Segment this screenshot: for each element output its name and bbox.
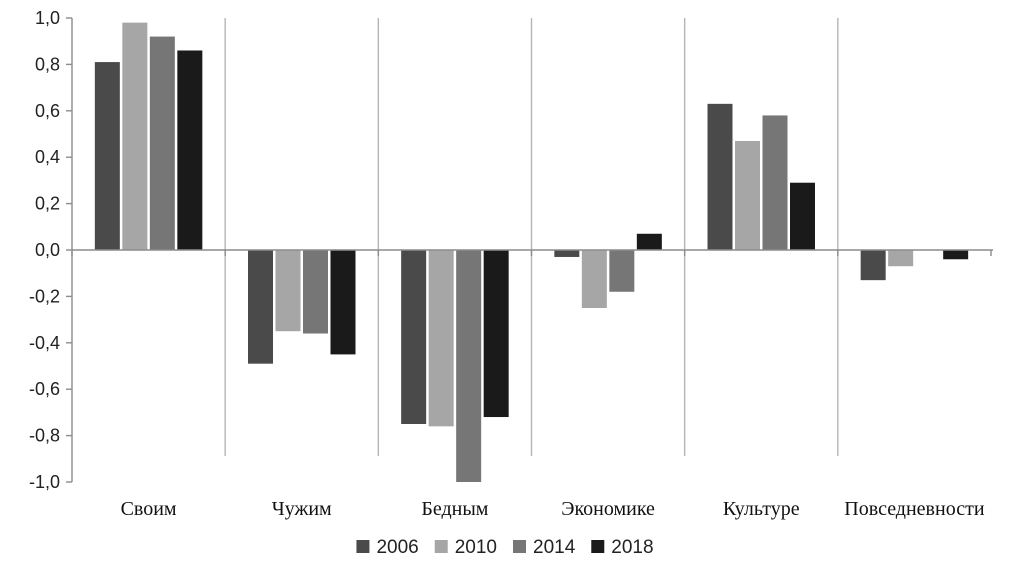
y-tick-label: -1,0: [29, 472, 60, 492]
bar-2010: [581, 250, 607, 308]
legend-label: 2014: [533, 537, 576, 558]
category-label: Экономике: [561, 498, 655, 520]
bar-2010: [888, 250, 914, 267]
bar-2010: [428, 250, 454, 427]
y-tick-label: 0,8: [35, 54, 60, 74]
y-tick-label: -0,8: [29, 426, 60, 446]
bar-2006: [94, 62, 120, 250]
legend-label: 2006: [376, 537, 418, 558]
y-tick-label: -0,2: [29, 286, 60, 306]
bar-2018: [636, 233, 662, 250]
bar-2018: [177, 50, 203, 251]
bar-2014: [762, 115, 788, 250]
bar-2010: [275, 250, 301, 332]
bar-2018: [943, 250, 969, 260]
bar-2014: [149, 36, 175, 251]
bar-2018: [330, 250, 356, 355]
y-tick-label: 0,0: [35, 240, 60, 260]
axes: [66, 17, 993, 483]
category-label: Повседневности: [844, 498, 985, 520]
y-tick-label: 0,6: [35, 101, 60, 121]
category-separators: [224, 18, 839, 456]
bar-2010: [735, 140, 760, 250]
bar-2018: [790, 182, 815, 250]
legend-swatch-2006: [356, 540, 370, 553]
y-tick-label: 1,0: [35, 8, 60, 28]
bar-2006: [401, 250, 427, 424]
legend-swatch-2010: [434, 540, 448, 553]
bar-2014: [609, 250, 635, 292]
category-label: Чужим: [272, 498, 332, 520]
category-labels: Своим Чужим Бедным Экономике Культуре Повседн…: [121, 498, 985, 520]
bar-2006: [248, 250, 273, 364]
bars: [94, 22, 969, 482]
y-tick-label: 0,4: [35, 147, 60, 167]
bar-2006: [707, 103, 733, 250]
y-tick-label: -0,4: [29, 333, 60, 353]
legend-label: 2018: [611, 537, 653, 558]
bar-2014: [303, 250, 328, 334]
bar-2006: [860, 250, 886, 281]
y-tick-label: -0,6: [29, 379, 60, 399]
category-label: Бедным: [421, 498, 488, 520]
y-tick-label: 0,2: [35, 194, 60, 214]
bar-2014: [456, 250, 482, 482]
legend-label: 2010: [455, 537, 497, 558]
legend-swatch-2014: [513, 540, 526, 553]
bar-2010: [122, 22, 148, 250]
y-tick-labels: -1,0 -0,8 -0,6 -0,4 -0,2 0,0 0,2 0,4 0,6 0,8 1,0: [29, 8, 60, 492]
bar-2006: [554, 250, 580, 257]
legend: 2006 2010 2014 2018: [356, 537, 654, 558]
category-label: Культуре: [723, 498, 800, 520]
legend-swatch-2018: [591, 540, 605, 553]
bar-2018: [483, 250, 509, 418]
category-label: Своим: [121, 498, 177, 520]
